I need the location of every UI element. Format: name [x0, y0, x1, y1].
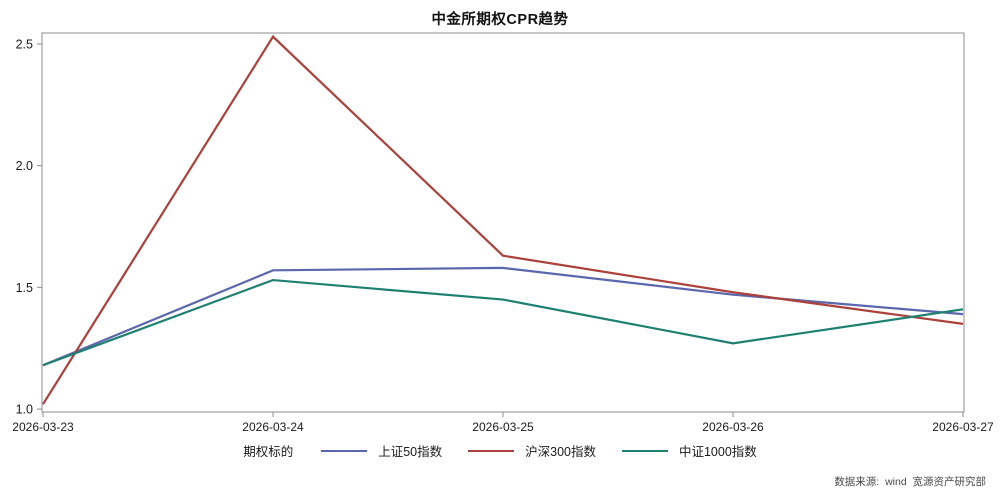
legend-item-1: 沪深300指数	[468, 441, 596, 460]
y-tick-label: 1.0	[16, 403, 33, 417]
legend-items: 上证50指数 沪深300指数 中证1000指数	[321, 441, 757, 460]
plot-area: 1.0 1.5 2.0 2.5 2026-03-23 2026-03-24 2026-03-…	[12, 32, 994, 434]
x-tick-label: 2026-03-27	[932, 420, 994, 434]
legend-label: 沪深300指数	[525, 445, 596, 460]
series-line-2	[42, 278, 964, 367]
y-tick-label: 2.5	[16, 37, 33, 51]
legend-line-swatch-icon	[468, 449, 515, 452]
legend-item-2: 中证1000指数	[621, 441, 757, 460]
series-line-0	[42, 266, 964, 367]
legend-line-swatch-icon	[621, 449, 668, 452]
x-tick-label: 2026-03-25	[472, 420, 534, 434]
y-tick-label: 2.0	[16, 159, 33, 173]
legend: 期权标的 上证50指数 沪深300指数 中证1000指数	[0, 441, 1000, 460]
series-line-1	[42, 34, 964, 405]
chart-title: 中金所期权CPR趋势	[431, 12, 569, 28]
legend-line-swatch-icon	[321, 449, 368, 452]
legend-label: 中证1000指数	[678, 445, 757, 460]
data-source-note: 数据来源: wind 宽源资产研究部	[834, 476, 986, 488]
plot-frame	[41, 32, 965, 413]
x-tick-label: 2026-03-26	[702, 420, 764, 434]
y-tick-label: 1.5	[16, 281, 33, 295]
x-tick-label: 2026-03-23	[12, 420, 74, 434]
legend-item-0: 上证50指数	[321, 441, 442, 460]
legend-title: 期权标的	[243, 445, 294, 460]
legend-label: 上证50指数	[378, 445, 443, 460]
x-tick-label: 2026-03-24	[242, 420, 304, 434]
